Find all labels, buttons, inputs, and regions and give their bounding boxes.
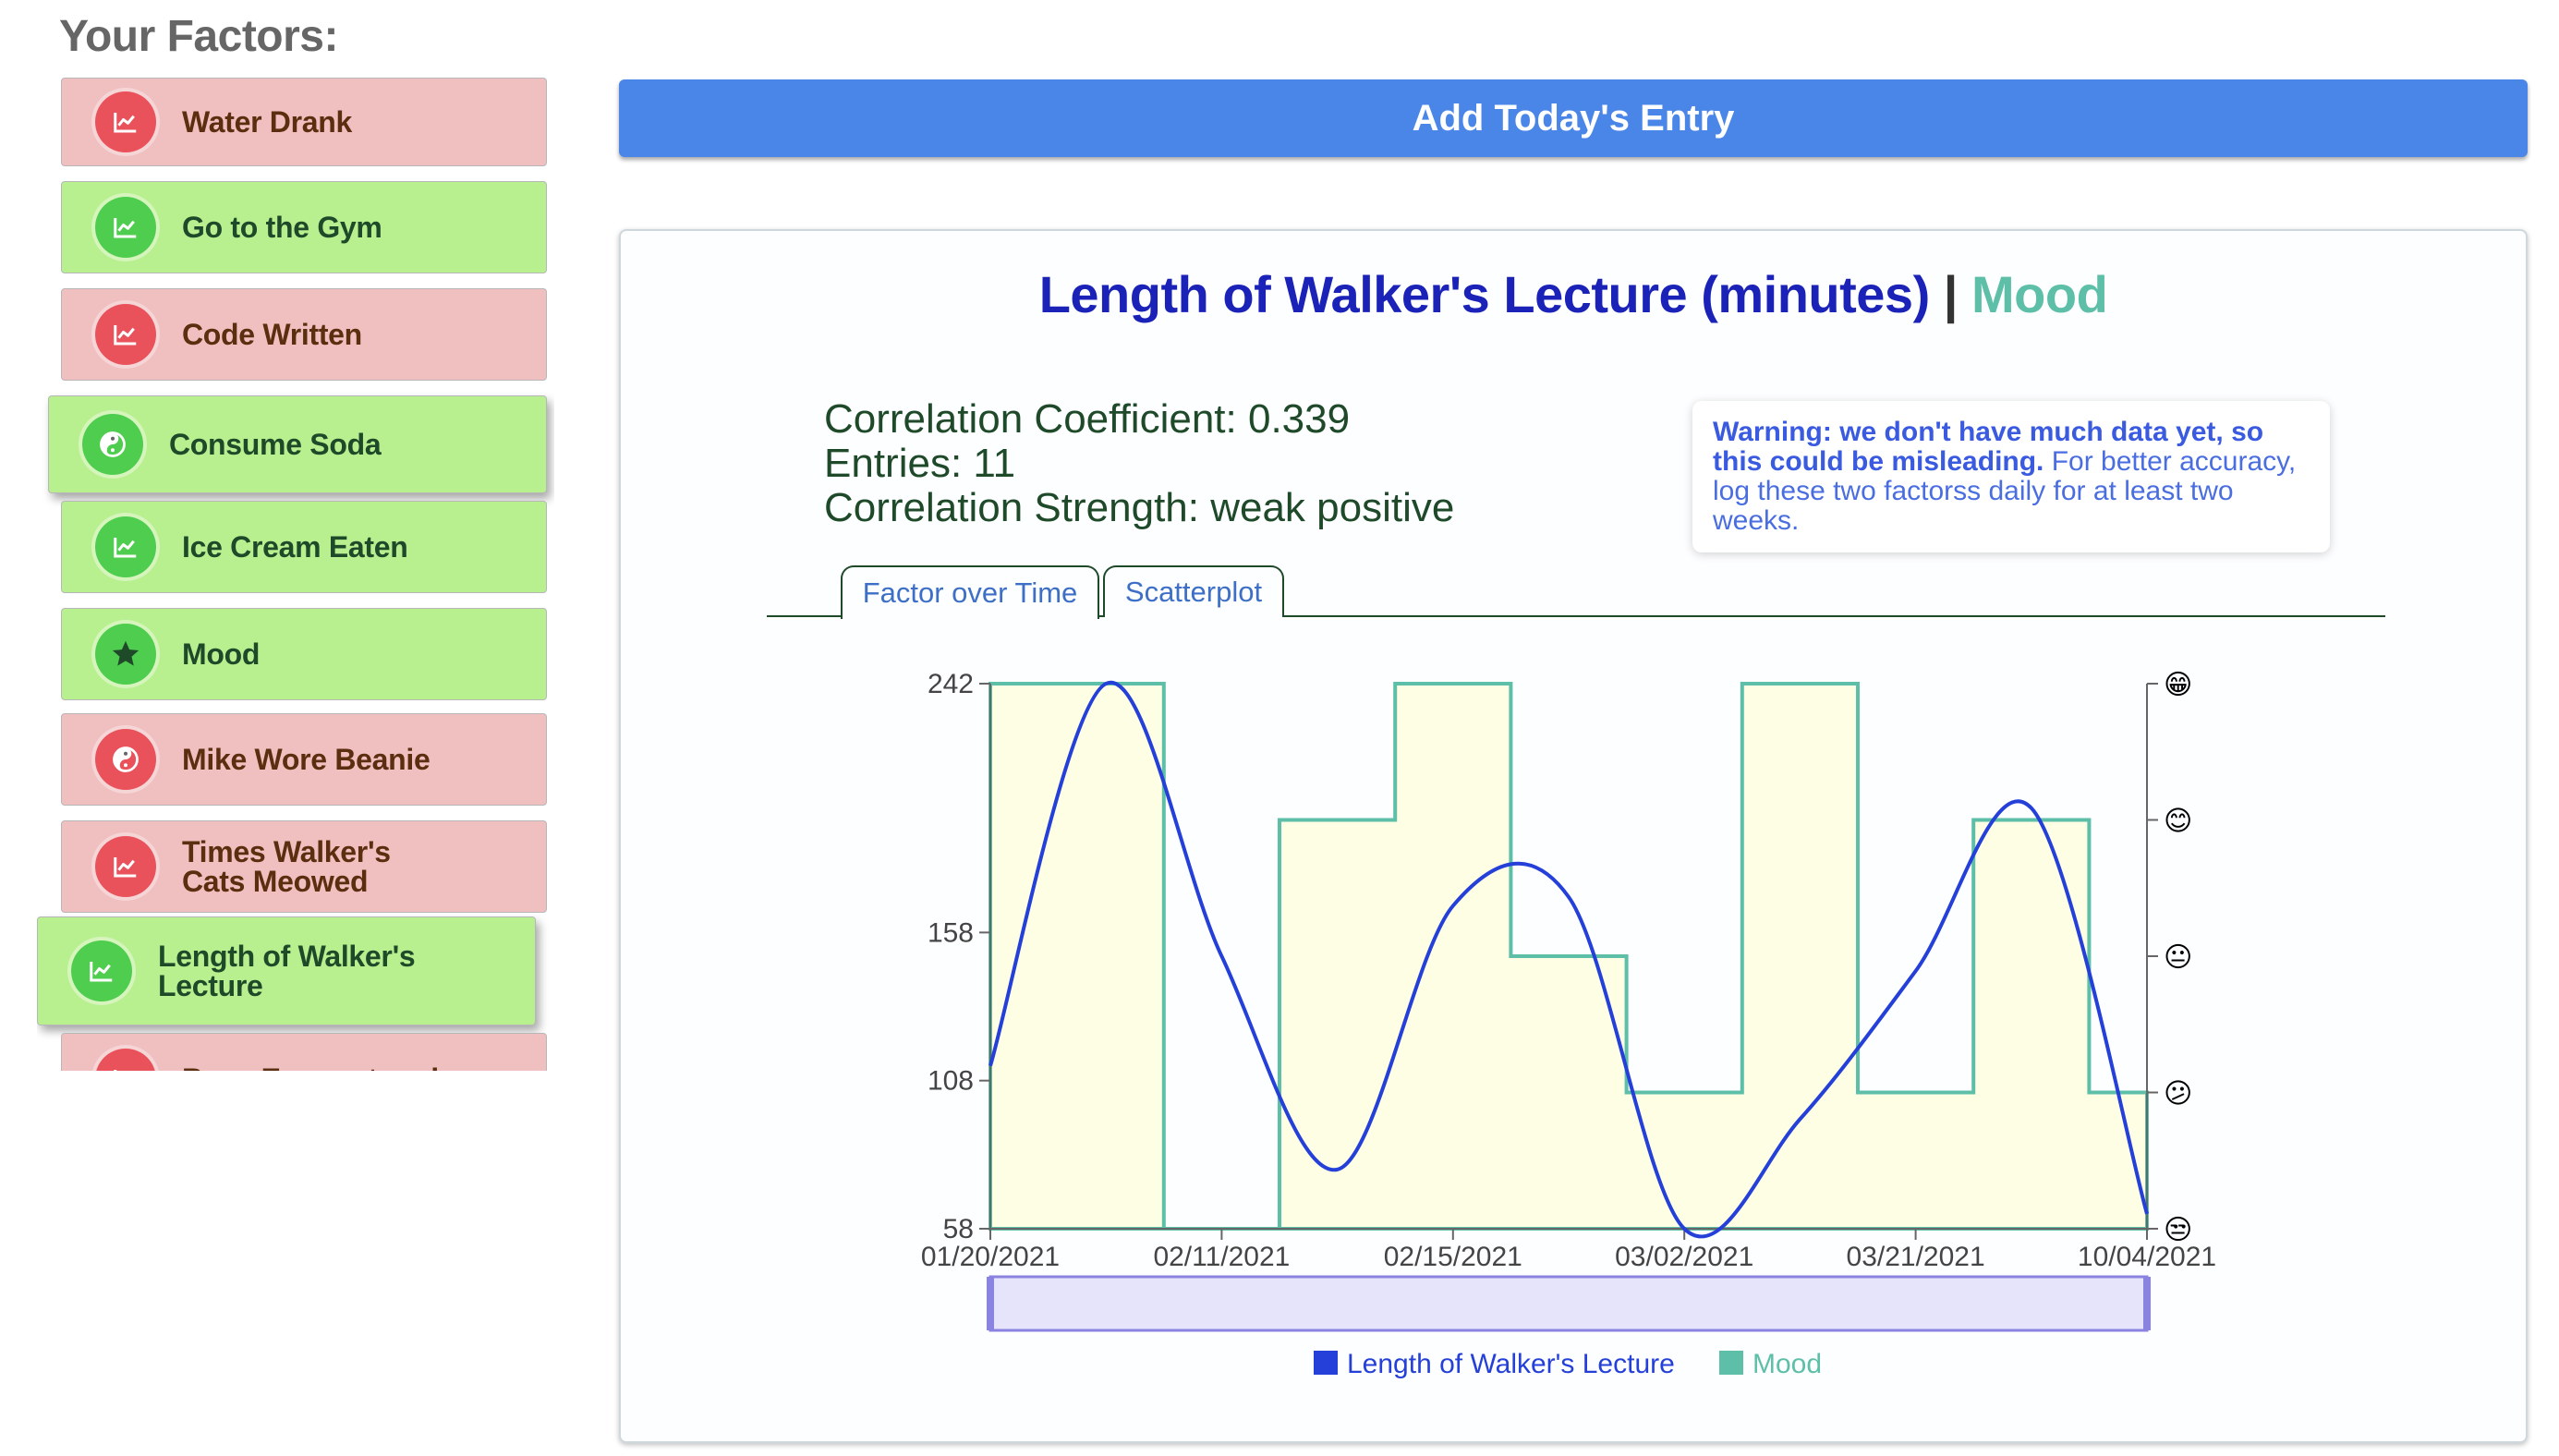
factor-item[interactable]: Mike Wore Beanie — [61, 713, 547, 806]
trend-chart-icon — [95, 91, 156, 152]
y-left-tick-label: 242 — [928, 669, 974, 699]
comparison-title: Length of Walker's Lecture (minutes) | M… — [621, 264, 2526, 324]
mood-emoji-tick: 😕 — [2164, 1078, 2192, 1110]
factor-label: Mood — [182, 637, 261, 671]
trend-chart-icon — [71, 940, 132, 1001]
factor-item[interactable]: Times Walker's Cats Meowed — [61, 820, 547, 913]
entries-count: Entries: 11 — [824, 441, 1016, 486]
star-icon — [95, 624, 156, 685]
mood-emoji-tick: 😒 — [2164, 1214, 2192, 1246]
trend-chart-icon — [95, 516, 156, 577]
lecture-length-line — [988, 680, 2149, 1239]
factor-b-title[interactable]: Mood — [1971, 265, 2108, 323]
chart-tabs: Factor over Time Scatterplot — [767, 565, 2385, 619]
factor-item[interactable]: Go to the Gym — [61, 181, 547, 273]
mood-emoji-tick: 😊 — [2164, 806, 2192, 838]
factor-over-time-chart: 58 108 158 242 😒 😕 😐 😊 😁 01/20/2021 02/11/2021 02/1… — [921, 669, 2216, 1379]
legend-swatch — [1719, 1351, 1743, 1375]
yin-yang-icon — [95, 729, 156, 790]
factor-item[interactable]: Boss Encountered — [61, 1033, 547, 1071]
legend-swatch — [1314, 1351, 1338, 1375]
correlation-strength: Correlation Strength: weak positive — [824, 485, 1455, 530]
factor-item[interactable]: Water Drank — [61, 78, 547, 166]
factor-label: Water Drank — [182, 105, 353, 139]
legend-label: Length of Walker's Lecture — [1347, 1349, 1675, 1379]
y-left-tick-label: 158 — [928, 917, 974, 948]
factor-item[interactable]: Mood — [61, 608, 547, 700]
factor-label: Length of Walker's Lecture — [158, 940, 416, 1002]
x-tick-label: 10/04/2021 — [2078, 1242, 2216, 1272]
x-tick-label: 03/21/2021 — [1847, 1242, 1985, 1272]
tab-scatterplot[interactable]: Scatterplot — [1103, 565, 1284, 617]
factor-a-title[interactable]: Length of Walker's Lecture (minutes) — [1038, 265, 1931, 323]
y-left-tick-label: 108 — [928, 1066, 974, 1097]
add-todays-entry-button[interactable]: Add Today's Entry — [619, 79, 2528, 157]
mood-emoji-tick: 😐 — [2164, 941, 2192, 974]
yin-yang-icon — [82, 414, 143, 475]
warning-text: For better accuracy, log these two facto… — [1713, 446, 2297, 536]
factor-list[interactable]: Water Drank Go to the Gym Code Written Cons… — [37, 78, 554, 1071]
legend-label: Mood — [1752, 1349, 1822, 1379]
trend-chart-icon — [95, 836, 156, 897]
mood-emoji-tick: 😁 — [2164, 669, 2192, 701]
brush-handle-left — [987, 1277, 994, 1330]
x-tick-label: 02/11/2021 — [1153, 1242, 1290, 1272]
tab-factor-over-time[interactable]: Factor over Time — [841, 565, 1099, 619]
y-left-tick-label: 58 — [943, 1214, 974, 1244]
mood-step-area — [988, 682, 2149, 1231]
correlation-card: Length of Walker's Lecture (minutes) | M… — [619, 229, 2528, 1443]
title-separator: | — [1943, 265, 1959, 323]
trend-chart-icon — [95, 197, 156, 258]
x-tick-label: 03/02/2021 — [1615, 1242, 1753, 1272]
warning-bold-text: Warning: we don't have much data yet, so… — [1713, 417, 2264, 477]
trend-chart-icon — [95, 1049, 156, 1071]
factor-item[interactable]: Code Written — [61, 288, 547, 381]
factor-label: Times Walker's Cats Meowed — [182, 835, 391, 898]
factor-label: Mike Wore Beanie — [182, 743, 431, 776]
range-brush — [988, 1275, 2149, 1332]
factor-item[interactable]: Length of Walker's Lecture — [37, 916, 536, 1025]
trend-chart-icon — [95, 304, 156, 365]
brush-handle-right — [2143, 1277, 2151, 1330]
factor-label: Go to the Gym — [182, 211, 382, 244]
correlation-stats: Correlation Coefficient: 0.339 Entries: … — [824, 397, 1454, 530]
factor-label: Code Written — [182, 318, 362, 351]
correlation-coefficient: Correlation Coefficient: 0.339 — [824, 396, 1351, 442]
factor-item[interactable]: Consume Soda — [48, 395, 547, 493]
data-warning: Warning: we don't have much data yet, so… — [1692, 401, 2330, 552]
x-tick-label: 02/15/2021 — [1384, 1242, 1522, 1272]
factor-label: Consume Soda — [169, 428, 382, 461]
factor-item[interactable]: Ice Cream Eaten — [61, 501, 547, 593]
factor-label: Ice Cream Eaten — [182, 530, 408, 564]
sidebar-title: Your Factors: — [59, 12, 338, 61]
factor-label: Boss Encountered — [182, 1064, 439, 1071]
x-tick-label: 01/20/2021 — [921, 1242, 1060, 1272]
